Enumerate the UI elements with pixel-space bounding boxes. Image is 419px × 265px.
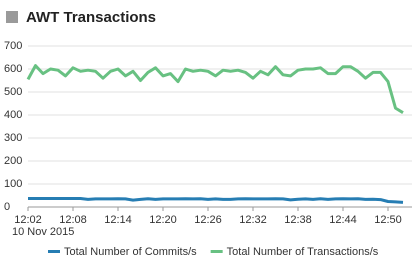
legend-label: Total Number of Commits/s bbox=[64, 246, 197, 258]
x-tick-label: 12:08 bbox=[59, 214, 87, 226]
series-line bbox=[26, 64, 404, 114]
y-tick-label: 100 bbox=[4, 178, 22, 190]
chart-title: AWT Transactions bbox=[26, 9, 156, 26]
title-icon bbox=[6, 11, 18, 23]
x-tick-label: 12:32 bbox=[239, 214, 267, 226]
y-tick-label: 400 bbox=[4, 109, 22, 121]
x-tick-label: 12:20 bbox=[149, 214, 177, 226]
y-tick-label: 500 bbox=[4, 86, 22, 98]
y-tick-label: 700 bbox=[4, 40, 22, 52]
x-tick-label: 12:14 bbox=[104, 214, 132, 226]
series-line bbox=[28, 197, 404, 204]
legend-swatch bbox=[48, 250, 60, 253]
x-tick-label: 12:02 bbox=[14, 214, 42, 226]
x-tick-label: 12:44 bbox=[329, 214, 357, 226]
x-tick-label: 12:50 bbox=[374, 214, 402, 226]
y-tick-label: 300 bbox=[4, 132, 22, 144]
y-tick-label: 600 bbox=[4, 63, 22, 75]
legend-swatch bbox=[210, 250, 223, 253]
x-tick-label: 12:26 bbox=[194, 214, 222, 226]
date-label: 10 Nov 2015 bbox=[12, 226, 74, 238]
x-tick-label: 12:38 bbox=[284, 214, 312, 226]
y-tick-label: 200 bbox=[4, 155, 22, 167]
legend-label: Total Number of Transactions/s bbox=[227, 246, 379, 258]
y-tick-label: 0 bbox=[4, 201, 10, 213]
